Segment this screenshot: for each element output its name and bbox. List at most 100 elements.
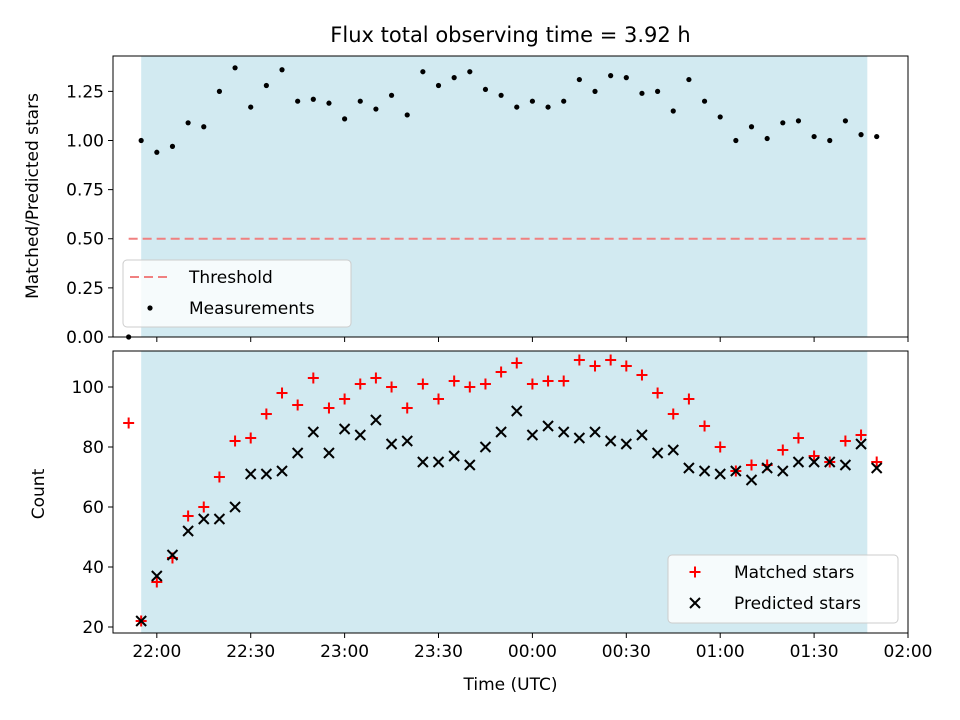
- measurement-point: [670, 108, 676, 114]
- measurement-point: [748, 124, 755, 130]
- measurement-point: [232, 65, 238, 71]
- y-tick-label: 0.00: [66, 328, 104, 348]
- measurement-point: [342, 116, 348, 122]
- measurement-point: [701, 98, 708, 104]
- matched-star-point: [260, 408, 272, 420]
- measurement-point: [655, 88, 661, 94]
- measurement-point: [326, 100, 332, 106]
- y-tick-label: 1.25: [66, 82, 104, 102]
- predicted-star-point: [542, 420, 554, 432]
- predicted-star-point: [870, 462, 883, 474]
- x-tick-label: 22:00: [132, 642, 181, 662]
- predicted-star-point: [354, 429, 366, 441]
- x-tick-label: 02:00: [884, 642, 933, 662]
- predicted-star-point: [761, 462, 773, 474]
- x-tick-label: 22:30: [226, 642, 275, 662]
- measurement-point: [435, 82, 442, 89]
- y-tick-label: 0.75: [66, 181, 104, 201]
- matched-star-point: [558, 375, 570, 387]
- y-tick-label: 0.25: [66, 279, 104, 299]
- measurement-point: [498, 92, 504, 98]
- predicted-star-point: [370, 414, 382, 426]
- measurement-point: [545, 104, 551, 110]
- predicted-star-point: [495, 426, 507, 438]
- legend-matched-swatch: [689, 566, 701, 578]
- matched-star-point: [573, 354, 585, 366]
- measurement-point: [216, 88, 223, 94]
- predicted-star-point: [683, 462, 695, 474]
- y-tick-label: 60: [82, 498, 104, 518]
- time-x-axis-label: Time (UTC): [463, 675, 558, 695]
- measurement-point: [357, 98, 363, 104]
- measurement-point: [623, 75, 629, 81]
- y-tick-label: 1.00: [66, 131, 104, 151]
- matched-star-point: [339, 393, 351, 405]
- matched-star-point: [276, 387, 288, 399]
- predicted-star-point: [558, 426, 570, 438]
- measurement-point: [561, 98, 567, 104]
- predicted-star-point: [448, 450, 460, 462]
- predicted-star-point: [307, 426, 320, 438]
- matched-star-point: [636, 369, 648, 381]
- measurement-point: [811, 133, 817, 140]
- matched-star-point: [605, 354, 617, 366]
- y-tick-label: 0.50: [66, 230, 104, 250]
- predicted-star-point: [464, 459, 476, 471]
- matched-star-point: [683, 393, 695, 405]
- matched-star-point: [198, 501, 210, 513]
- measurement-point: [874, 133, 880, 140]
- ratio-panel: 0.00 0.25 0.50 0.75 1.00 1.25 Threshold Measure…: [66, 55, 909, 348]
- predicted-star-point: [855, 438, 867, 450]
- predicted-star-point: [135, 615, 147, 627]
- axes-frame: [112, 55, 909, 338]
- matched-star-point: [151, 576, 163, 588]
- measurement-point: [592, 88, 598, 94]
- measurement-point: [514, 104, 520, 110]
- axes-frame: [112, 350, 909, 634]
- measurement-point: [467, 69, 473, 75]
- matched-star-point: [871, 456, 883, 468]
- matched-star-point: [746, 459, 758, 471]
- measurement-point: [827, 137, 833, 144]
- matched-star-point: [386, 381, 398, 393]
- ratio-y-axis-label: Matched/Predicted stars: [23, 93, 43, 299]
- matched-star-point: [667, 408, 679, 420]
- matched-star-point: [123, 417, 135, 429]
- matched-star-point: [495, 366, 507, 378]
- predicted-star-point: [385, 438, 398, 450]
- predicted-star-point: [291, 447, 304, 459]
- measurement-point: [154, 149, 160, 155]
- matched-star-point: [417, 378, 429, 390]
- predicted-star-point: [417, 456, 429, 468]
- x-tick-label: 01:30: [790, 642, 839, 662]
- measurement-point: [295, 98, 301, 104]
- predicted-star-point: [589, 426, 601, 438]
- matched-star-point: [808, 450, 820, 462]
- measurement-point: [310, 96, 316, 102]
- predicted-star-point: [777, 465, 789, 477]
- measurement-point: [529, 98, 536, 104]
- matched-star-point: [855, 429, 867, 441]
- y-tick-label: 20: [82, 618, 104, 638]
- measurement-point: [764, 135, 770, 142]
- matched-star-point: [323, 402, 335, 414]
- matched-star-point: [401, 402, 413, 414]
- legend-label: Matched stars: [734, 563, 854, 583]
- x-tick-label: 01:00: [696, 642, 745, 662]
- matched-star-point: [229, 435, 241, 447]
- predicted-star-point: [213, 513, 226, 525]
- legend: Threshold Measurements: [122, 259, 352, 328]
- matched-star-point: [307, 372, 319, 384]
- matched-star-point: [354, 378, 366, 390]
- measurement-point: [420, 69, 426, 75]
- y-tick-label: 100: [72, 378, 104, 398]
- predicted-star-point: [323, 447, 335, 459]
- matched-star-point: [792, 432, 804, 444]
- legend-box: [667, 554, 899, 624]
- measurement-point: [263, 82, 269, 89]
- legend-label: Threshold: [188, 268, 273, 288]
- matched-star-point: [542, 375, 554, 387]
- x-tick-label: 23:30: [414, 642, 463, 662]
- measurement-point: [858, 132, 864, 138]
